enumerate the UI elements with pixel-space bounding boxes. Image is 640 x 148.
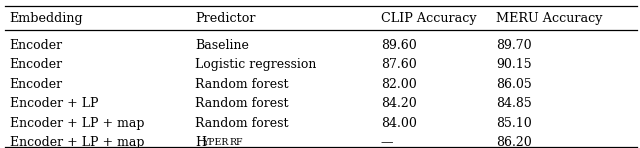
Text: 84.85: 84.85 xyxy=(496,97,532,110)
Text: Encoder + LP + map: Encoder + LP + map xyxy=(10,117,144,130)
Text: RF: RF xyxy=(229,138,243,147)
Text: 90.15: 90.15 xyxy=(496,58,532,71)
Text: —: — xyxy=(381,136,394,148)
Text: 87.60: 87.60 xyxy=(381,58,417,71)
Text: Random forest: Random forest xyxy=(195,117,289,130)
Text: Encoder + LP + map: Encoder + LP + map xyxy=(10,136,144,148)
Text: CLIP Accuracy: CLIP Accuracy xyxy=(381,12,476,25)
Text: 89.70: 89.70 xyxy=(496,39,532,52)
Text: Encoder: Encoder xyxy=(10,39,63,52)
Text: 86.05: 86.05 xyxy=(496,78,532,91)
Text: Encoder: Encoder xyxy=(10,58,63,71)
Text: 89.60: 89.60 xyxy=(381,39,417,52)
Text: 84.00: 84.00 xyxy=(381,117,417,130)
Text: 85.10: 85.10 xyxy=(496,117,532,130)
Text: Random forest: Random forest xyxy=(195,97,289,110)
Text: Embedding: Embedding xyxy=(10,12,83,25)
Text: 86.20: 86.20 xyxy=(496,136,532,148)
Text: Encoder: Encoder xyxy=(10,78,63,91)
Text: MERU Accuracy: MERU Accuracy xyxy=(496,12,602,25)
Text: 82.00: 82.00 xyxy=(381,78,417,91)
Text: 84.20: 84.20 xyxy=(381,97,417,110)
Text: Baseline: Baseline xyxy=(195,39,249,52)
Text: Encoder + LP: Encoder + LP xyxy=(10,97,98,110)
Text: Predictor: Predictor xyxy=(195,12,256,25)
Text: YPER: YPER xyxy=(202,138,229,147)
Text: H: H xyxy=(195,136,206,148)
Text: Logistic regression: Logistic regression xyxy=(195,58,317,71)
Text: Random forest: Random forest xyxy=(195,78,289,91)
